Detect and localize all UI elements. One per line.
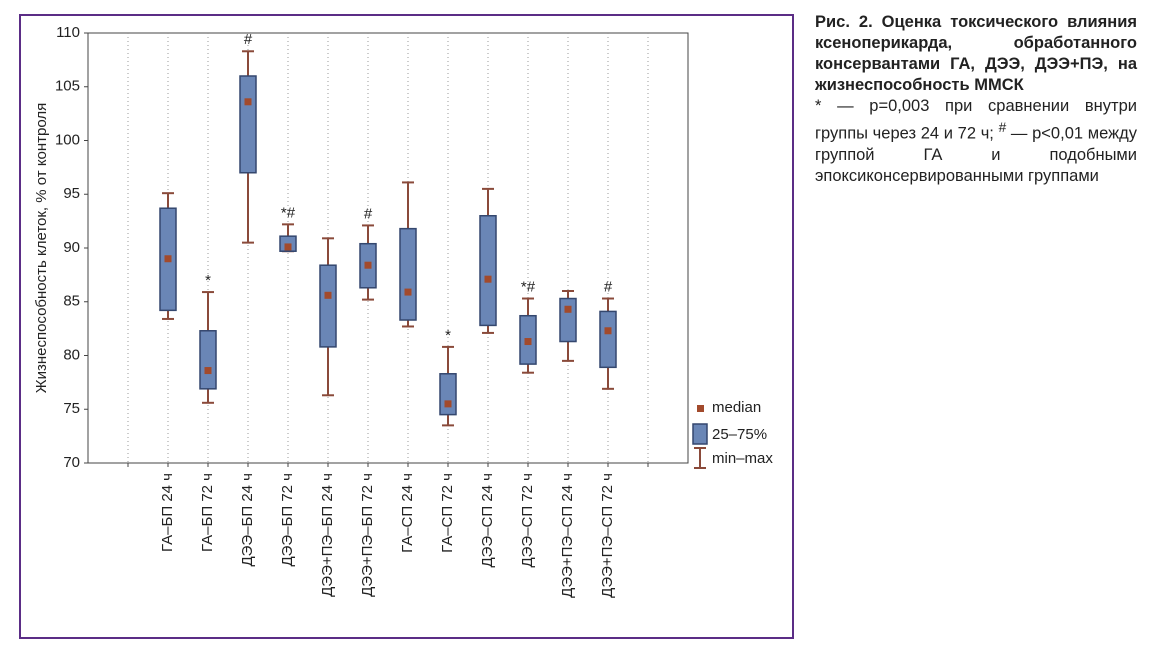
x-tick-label: ДЭЭ–СП 24 ч bbox=[479, 473, 496, 568]
x-tick-label: ДЭЭ–СП 72 ч bbox=[519, 473, 536, 568]
median bbox=[604, 327, 612, 335]
box bbox=[479, 215, 497, 327]
median bbox=[564, 305, 572, 313]
legend-median bbox=[697, 405, 704, 412]
median bbox=[204, 367, 212, 375]
caption-note: * — p=0,003 при сравнении внутри группы … bbox=[815, 97, 1137, 143]
box bbox=[399, 227, 417, 321]
x-tick-label: ДЭЭ+ПЭ–СП 72 ч bbox=[599, 473, 616, 598]
legend-label: 25–75% bbox=[712, 426, 767, 443]
x-tick-label: ДЭЭ–БП 24 ч bbox=[239, 473, 256, 567]
y-tick-label: 80 bbox=[63, 346, 80, 363]
x-tick-label: ГА–СП 24 ч bbox=[399, 473, 416, 553]
median bbox=[324, 291, 332, 299]
median bbox=[404, 288, 412, 296]
box bbox=[199, 330, 217, 390]
annotation: # bbox=[364, 205, 373, 222]
median bbox=[284, 243, 292, 251]
x-tick-label: ГА–БП 72 ч bbox=[199, 473, 216, 552]
box bbox=[239, 75, 257, 174]
median bbox=[244, 98, 252, 106]
median bbox=[524, 338, 532, 346]
annotation: *# bbox=[281, 204, 296, 221]
legend-box bbox=[692, 423, 708, 445]
median bbox=[164, 255, 172, 263]
x-tick-label: ДЭЭ+ПЭ–БП 24 ч bbox=[319, 473, 336, 597]
y-tick-label: 75 bbox=[63, 400, 80, 417]
x-tick-label: ГА–СП 72 ч bbox=[439, 473, 456, 553]
box bbox=[319, 264, 337, 348]
box bbox=[439, 373, 457, 416]
y-axis-label: Жизнеспособность клеток, % от контроля bbox=[33, 103, 50, 394]
y-tick-label: 105 bbox=[55, 78, 80, 95]
legend-label: median bbox=[712, 399, 761, 416]
box bbox=[599, 310, 617, 369]
y-tick-label: 85 bbox=[63, 293, 80, 310]
y-tick-label: 70 bbox=[63, 454, 80, 471]
box bbox=[559, 297, 577, 343]
median bbox=[364, 261, 372, 269]
y-tick-label: 90 bbox=[63, 239, 80, 256]
y-tick-label: 110 bbox=[56, 24, 80, 41]
caption-note: — p<0,01 между группой ГА и подобными эп… bbox=[815, 124, 1137, 185]
annotation: * bbox=[205, 272, 211, 289]
median bbox=[444, 400, 452, 408]
caption-title: Рис. 2. Оценка токсического влияния ксен… bbox=[815, 13, 1137, 94]
annotation: *# bbox=[521, 278, 536, 295]
x-tick-label: ДЭЭ–БП 72 ч bbox=[279, 473, 296, 567]
legend-label: min–max bbox=[712, 450, 773, 467]
outer-frame bbox=[19, 14, 794, 639]
plot-frame bbox=[87, 32, 689, 464]
y-tick-label: 100 bbox=[55, 131, 80, 148]
median bbox=[484, 275, 492, 283]
x-tick-label: ДЭЭ+ПЭ–БП 72 ч bbox=[359, 473, 376, 597]
annotation: * bbox=[445, 327, 451, 344]
caption: Рис. 2. Оценка токсического влияния ксен… bbox=[815, 12, 1137, 187]
annotation: # bbox=[244, 31, 253, 48]
x-tick-label: ГА–БП 24 ч bbox=[159, 473, 176, 552]
annotation: # bbox=[604, 278, 613, 295]
x-tick-label: ДЭЭ+ПЭ–СП 24 ч bbox=[559, 473, 576, 598]
caption-note: # bbox=[998, 120, 1007, 135]
y-tick-label: 95 bbox=[63, 185, 80, 202]
